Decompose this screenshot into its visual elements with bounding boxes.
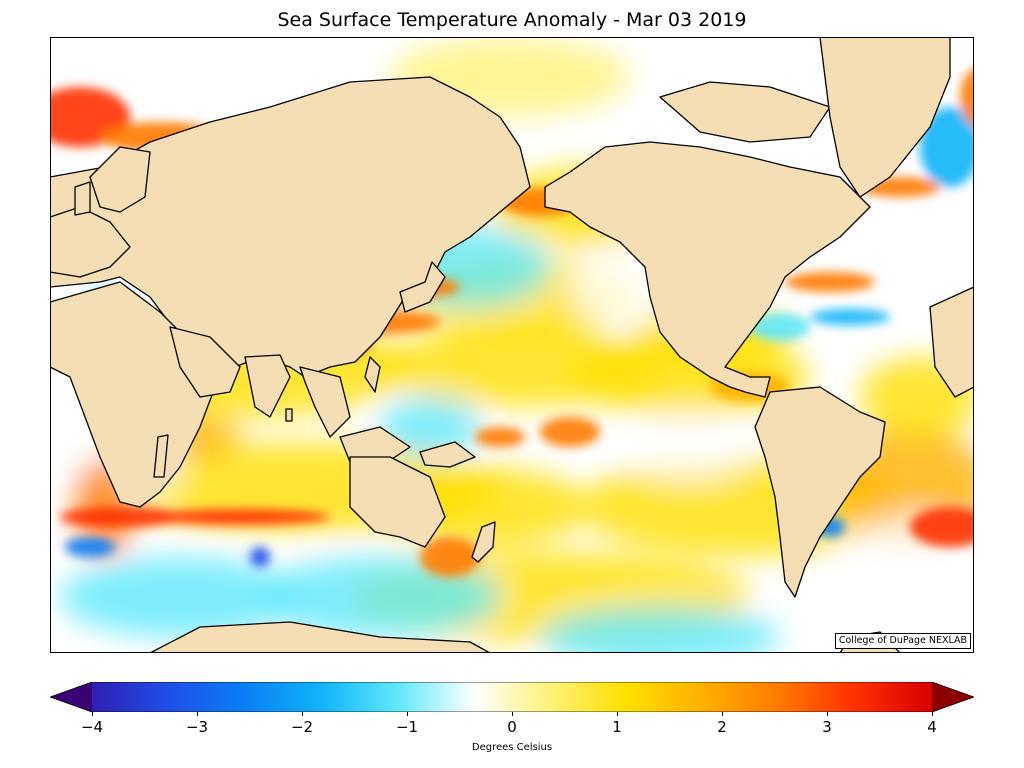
colorbar-tick-label: −4 [80, 718, 104, 736]
colorbar-label: Degrees Celsius [471, 742, 553, 753]
landmass-madagascar [153, 434, 169, 478]
colorbar-tickmark [407, 712, 408, 716]
landmass-scandinavia [89, 146, 151, 213]
landmass-japan [399, 261, 446, 313]
landmass-west-africa-edge [929, 286, 974, 398]
map-title: Sea Surface Temperature Anomaly - Mar 03… [277, 9, 747, 31]
landmass-new-zealand [471, 521, 496, 563]
colorbar-tick-label: 2 [717, 718, 727, 736]
landmass-greenland [819, 37, 951, 198]
colorbar [50, 682, 974, 712]
colorbar-tickmark [827, 712, 828, 716]
landmass-s-america [754, 386, 886, 598]
colorbar-tickmark [617, 712, 618, 716]
colorbar-tickmark [92, 712, 93, 716]
landmass-australia [349, 456, 446, 548]
landmass-arctic-canada [659, 81, 831, 143]
landmass-new-guinea [419, 441, 476, 468]
landmass-n-america [544, 141, 871, 398]
colorbar-tickmark [932, 712, 933, 716]
colorbar-body [92, 682, 932, 712]
colorbar-tickmark [512, 712, 513, 716]
credit-label: College of DuPage NEXLAB [834, 633, 971, 649]
landmass-indochina [299, 366, 351, 438]
land-masses [50, 37, 974, 653]
landmass-arabia [169, 326, 241, 398]
landmass-uk [74, 181, 91, 216]
colorbar-extend-low [50, 682, 92, 712]
map-border [50, 37, 974, 653]
landmass-eurasia [50, 76, 531, 378]
map-canvas [50, 37, 974, 653]
sst-anomaly-map: College of DuPage NEXLAB [50, 37, 974, 653]
colorbar-tick-label: 3 [822, 718, 832, 736]
colorbar-tick-label: −3 [185, 718, 209, 736]
colorbar-tick-label: −1 [395, 718, 419, 736]
landmass-philippines [364, 356, 381, 393]
colorbar-tick-label: 0 [507, 718, 517, 736]
colorbar-tickmark [302, 712, 303, 716]
colorbar-tickmark [197, 712, 198, 716]
colorbar-tick-label: 4 [927, 718, 937, 736]
colorbar-extend-high [932, 682, 974, 712]
colorbar-tick-label: 1 [612, 718, 622, 736]
landmass-antarctica [149, 621, 491, 653]
colorbar-tickmark [722, 712, 723, 716]
landmass-sri-lanka [285, 408, 293, 422]
landmass-india [244, 354, 291, 418]
colorbar-tick-label: −2 [290, 718, 314, 736]
